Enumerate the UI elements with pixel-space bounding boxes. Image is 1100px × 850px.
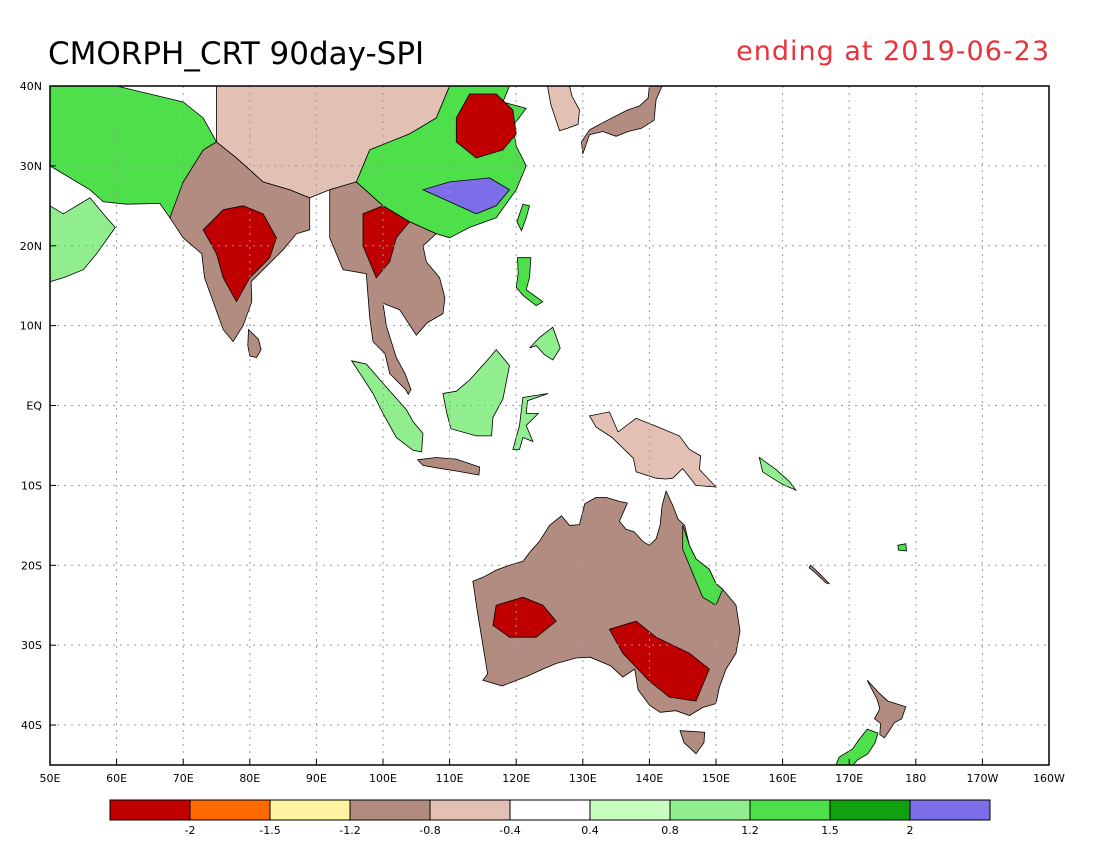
lat-tick-label: 10S <box>21 479 42 492</box>
region-australia-dry-southeast <box>608 620 710 702</box>
lat-tick-label: EQ <box>26 400 42 413</box>
lon-tick-label: 110E <box>436 772 464 785</box>
legend-swatch <box>829 799 911 821</box>
region-iran-pakistan <box>50 86 218 219</box>
region-sri-lanka <box>247 328 262 359</box>
legend-label: 1.2 <box>741 824 759 837</box>
color-legend: -2 -1.5 -1.2 -0.8 -0.4 0.4 0.8 1.2 1.5 2 <box>109 799 991 837</box>
lat-tick-label: 10N <box>20 320 42 333</box>
legend-label: 1.5 <box>821 824 839 837</box>
lat-tick-label: 30N <box>20 160 42 173</box>
map-subtitle: ending at 2019-06-23 <box>736 36 1050 67</box>
region-india-dry-core <box>202 205 277 303</box>
lat-tick-label: 30S <box>21 639 42 652</box>
map-frame <box>49 85 1050 766</box>
region-japan <box>581 86 663 155</box>
legend-label: -0.4 <box>499 824 520 837</box>
legend-label: -1.5 <box>259 824 280 837</box>
lon-tick-label: 160E <box>769 772 797 785</box>
legend-swatch <box>589 799 671 821</box>
lon-tick-label: 170W <box>966 772 998 785</box>
map-gridlines <box>50 86 1049 765</box>
spi-regions <box>50 86 907 765</box>
map-plot-area <box>49 85 1050 766</box>
region-arabia-east <box>50 197 116 283</box>
region-tasmania <box>679 730 706 755</box>
lon-tick-label: 60E <box>106 772 127 785</box>
region-philippines-mindanao <box>529 326 561 361</box>
lon-tick-label: 50E <box>40 772 61 785</box>
legend-swatch <box>749 799 831 821</box>
legend-swatch <box>509 799 591 821</box>
lon-tick-label: 180 <box>905 772 926 785</box>
lon-tick-label: 170E <box>835 772 863 785</box>
region-korea <box>547 86 580 132</box>
lat-tick-label: 40N <box>20 80 42 93</box>
lon-tick-label: 130E <box>569 772 597 785</box>
region-nz-north <box>866 680 907 739</box>
legend-swatch <box>269 799 351 821</box>
region-new-caledonia <box>808 564 831 585</box>
region-australia-dry-west <box>492 596 557 638</box>
lon-tick-label: 160W <box>1033 772 1065 785</box>
legend-swatch <box>429 799 511 821</box>
region-philippines-luzon <box>515 257 544 307</box>
region-fiji <box>897 543 907 552</box>
legend-label: 0.8 <box>661 824 679 837</box>
legend-swatch <box>109 799 191 821</box>
lon-tick-label: 150E <box>702 772 730 785</box>
longitude-axis: 50E 60E 70E 80E 90E 100E 110E 120E 130E 140E 150E 1… <box>40 759 1065 785</box>
lat-tick-label: 40S <box>21 719 42 732</box>
region-china-south-band <box>421 177 511 215</box>
lon-tick-label: 80E <box>239 772 260 785</box>
lon-tick-label: 90E <box>306 772 327 785</box>
legend-label: 2 <box>907 824 914 837</box>
latitude-axis: 40N 30N 20N 10N EQ 10S 20S 30S 40S <box>20 80 56 732</box>
legend-label: -1.2 <box>339 824 360 837</box>
legend-swatch <box>349 799 431 821</box>
region-new-guinea <box>588 411 718 488</box>
region-java <box>416 457 481 476</box>
region-nz-south <box>835 728 879 765</box>
legend-label: -0.8 <box>419 824 440 837</box>
region-north-china-dry <box>455 93 517 159</box>
lon-tick-label: 120E <box>502 772 530 785</box>
region-indochina-dry <box>362 205 411 279</box>
legend-label: 0.4 <box>581 824 599 837</box>
legend-swatch <box>189 799 271 821</box>
region-borneo <box>442 348 510 437</box>
region-sumatra <box>350 360 424 453</box>
lat-tick-label: 20S <box>21 559 42 572</box>
lon-tick-label: 140E <box>635 772 663 785</box>
lat-tick-label: 20N <box>20 240 42 253</box>
region-solomon-islands <box>758 456 798 492</box>
region-taiwan <box>516 203 530 232</box>
legend-swatch <box>669 799 751 821</box>
lon-tick-label: 100E <box>369 772 397 785</box>
lon-tick-label: 70E <box>173 772 194 785</box>
map-title: CMORPH_CRT 90day-SPI <box>48 36 424 72</box>
region-sulawesi <box>512 393 549 450</box>
legend-label: -2 <box>185 824 196 837</box>
legend-swatch <box>909 799 991 821</box>
